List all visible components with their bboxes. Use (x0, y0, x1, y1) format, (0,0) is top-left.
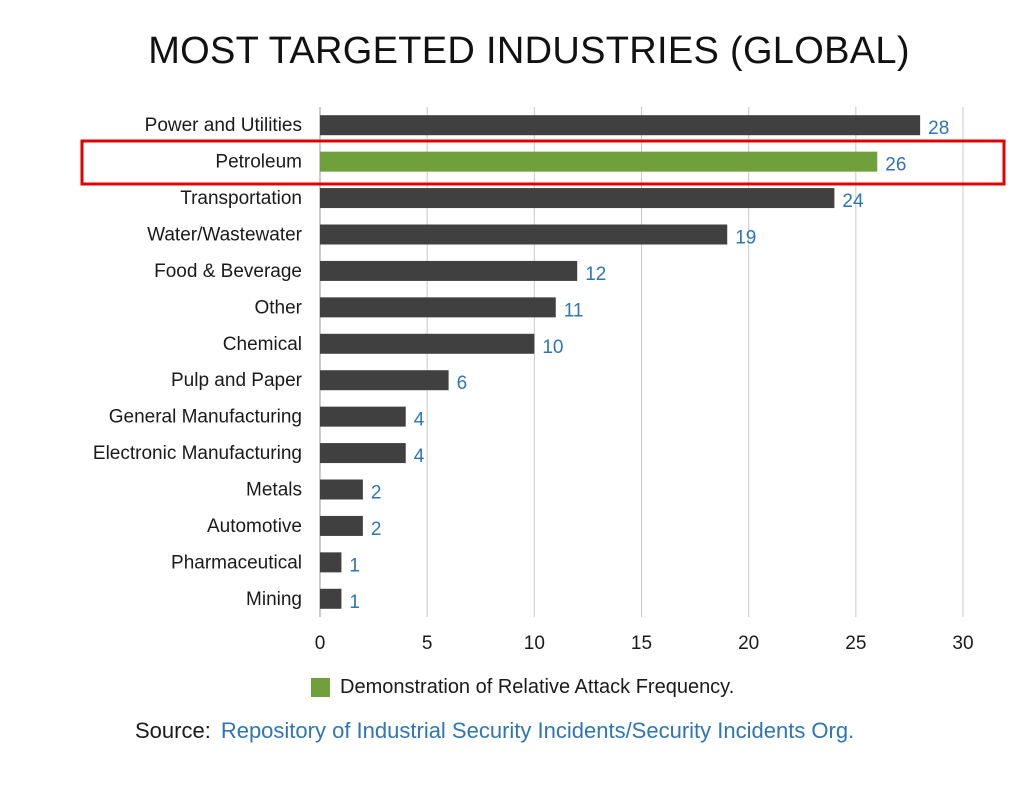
highlight-box (80, 139, 1006, 186)
bar (320, 297, 556, 318)
value-label: 2 (371, 519, 382, 540)
bar (320, 370, 449, 391)
bar (320, 188, 835, 209)
x-tick-label: 5 (422, 633, 433, 654)
x-tick-label: 25 (845, 633, 866, 654)
value-label: 1 (349, 592, 360, 613)
category-label: Food & Beverage (154, 261, 302, 282)
value-label: 2 (371, 483, 382, 504)
value-label: 26 (885, 155, 906, 176)
x-tick-label: 10 (524, 633, 545, 654)
bar (320, 588, 342, 609)
category-label: Pharmaceutical (171, 552, 302, 573)
value-label: 11 (564, 300, 584, 321)
value-label: 10 (542, 337, 563, 358)
category-label: General Manufacturing (109, 407, 302, 428)
x-axis-ticks: 0 5 10 15 20 25 30 (315, 633, 974, 654)
category-label: Power and Utilities (145, 115, 302, 136)
x-tick-label: 20 (738, 633, 759, 654)
x-tick-label: 30 (952, 633, 973, 654)
category-label: Other (254, 297, 302, 318)
value-label: 19 (735, 228, 756, 249)
value-label: 4 (414, 446, 425, 467)
bar (320, 443, 406, 464)
category-label: Mining (246, 589, 302, 610)
source-link[interactable]: Repository of Industrial Security Incide… (220, 718, 855, 743)
legend: Demonstration of Relative Attack Frequen… (311, 676, 734, 699)
bar (320, 151, 878, 172)
chart-title: MOST TARGETED INDUSTRIES (GLOBAL) (148, 30, 910, 72)
source-line: Source: Repository of Industrial Security… (135, 718, 854, 744)
value-label: 6 (457, 373, 468, 394)
bar (320, 479, 363, 500)
legend-swatch (311, 678, 330, 697)
bar (320, 515, 363, 536)
value-label: 4 (414, 410, 425, 431)
bar (320, 406, 406, 427)
value-label: 1 (349, 555, 360, 576)
category-label: Transportation (180, 188, 302, 209)
category-labels: Power and Utilities Petroleum Transportati… (93, 115, 303, 610)
x-tick-label: 15 (631, 633, 652, 654)
category-label: Automotive (207, 516, 302, 537)
bar (320, 115, 921, 136)
value-label: 24 (842, 191, 864, 212)
category-label: Pulp and Paper (171, 370, 303, 391)
category-label: Water/Wastewater (147, 225, 303, 246)
bars (320, 115, 921, 609)
x-tick-label: 0 (315, 633, 326, 654)
bar (320, 260, 578, 281)
bar (320, 224, 728, 245)
category-label: Chemical (223, 334, 302, 355)
bar (320, 333, 535, 354)
category-label: Electronic Manufacturing (93, 443, 302, 464)
value-label: 28 (928, 118, 949, 139)
source-prefix: Source: (135, 718, 211, 743)
category-label: Petroleum (215, 152, 302, 173)
legend-label: Demonstration of Relative Attack Frequen… (340, 676, 735, 698)
bar (320, 552, 342, 573)
value-label: 12 (585, 264, 606, 285)
category-label: Metals (246, 480, 302, 501)
